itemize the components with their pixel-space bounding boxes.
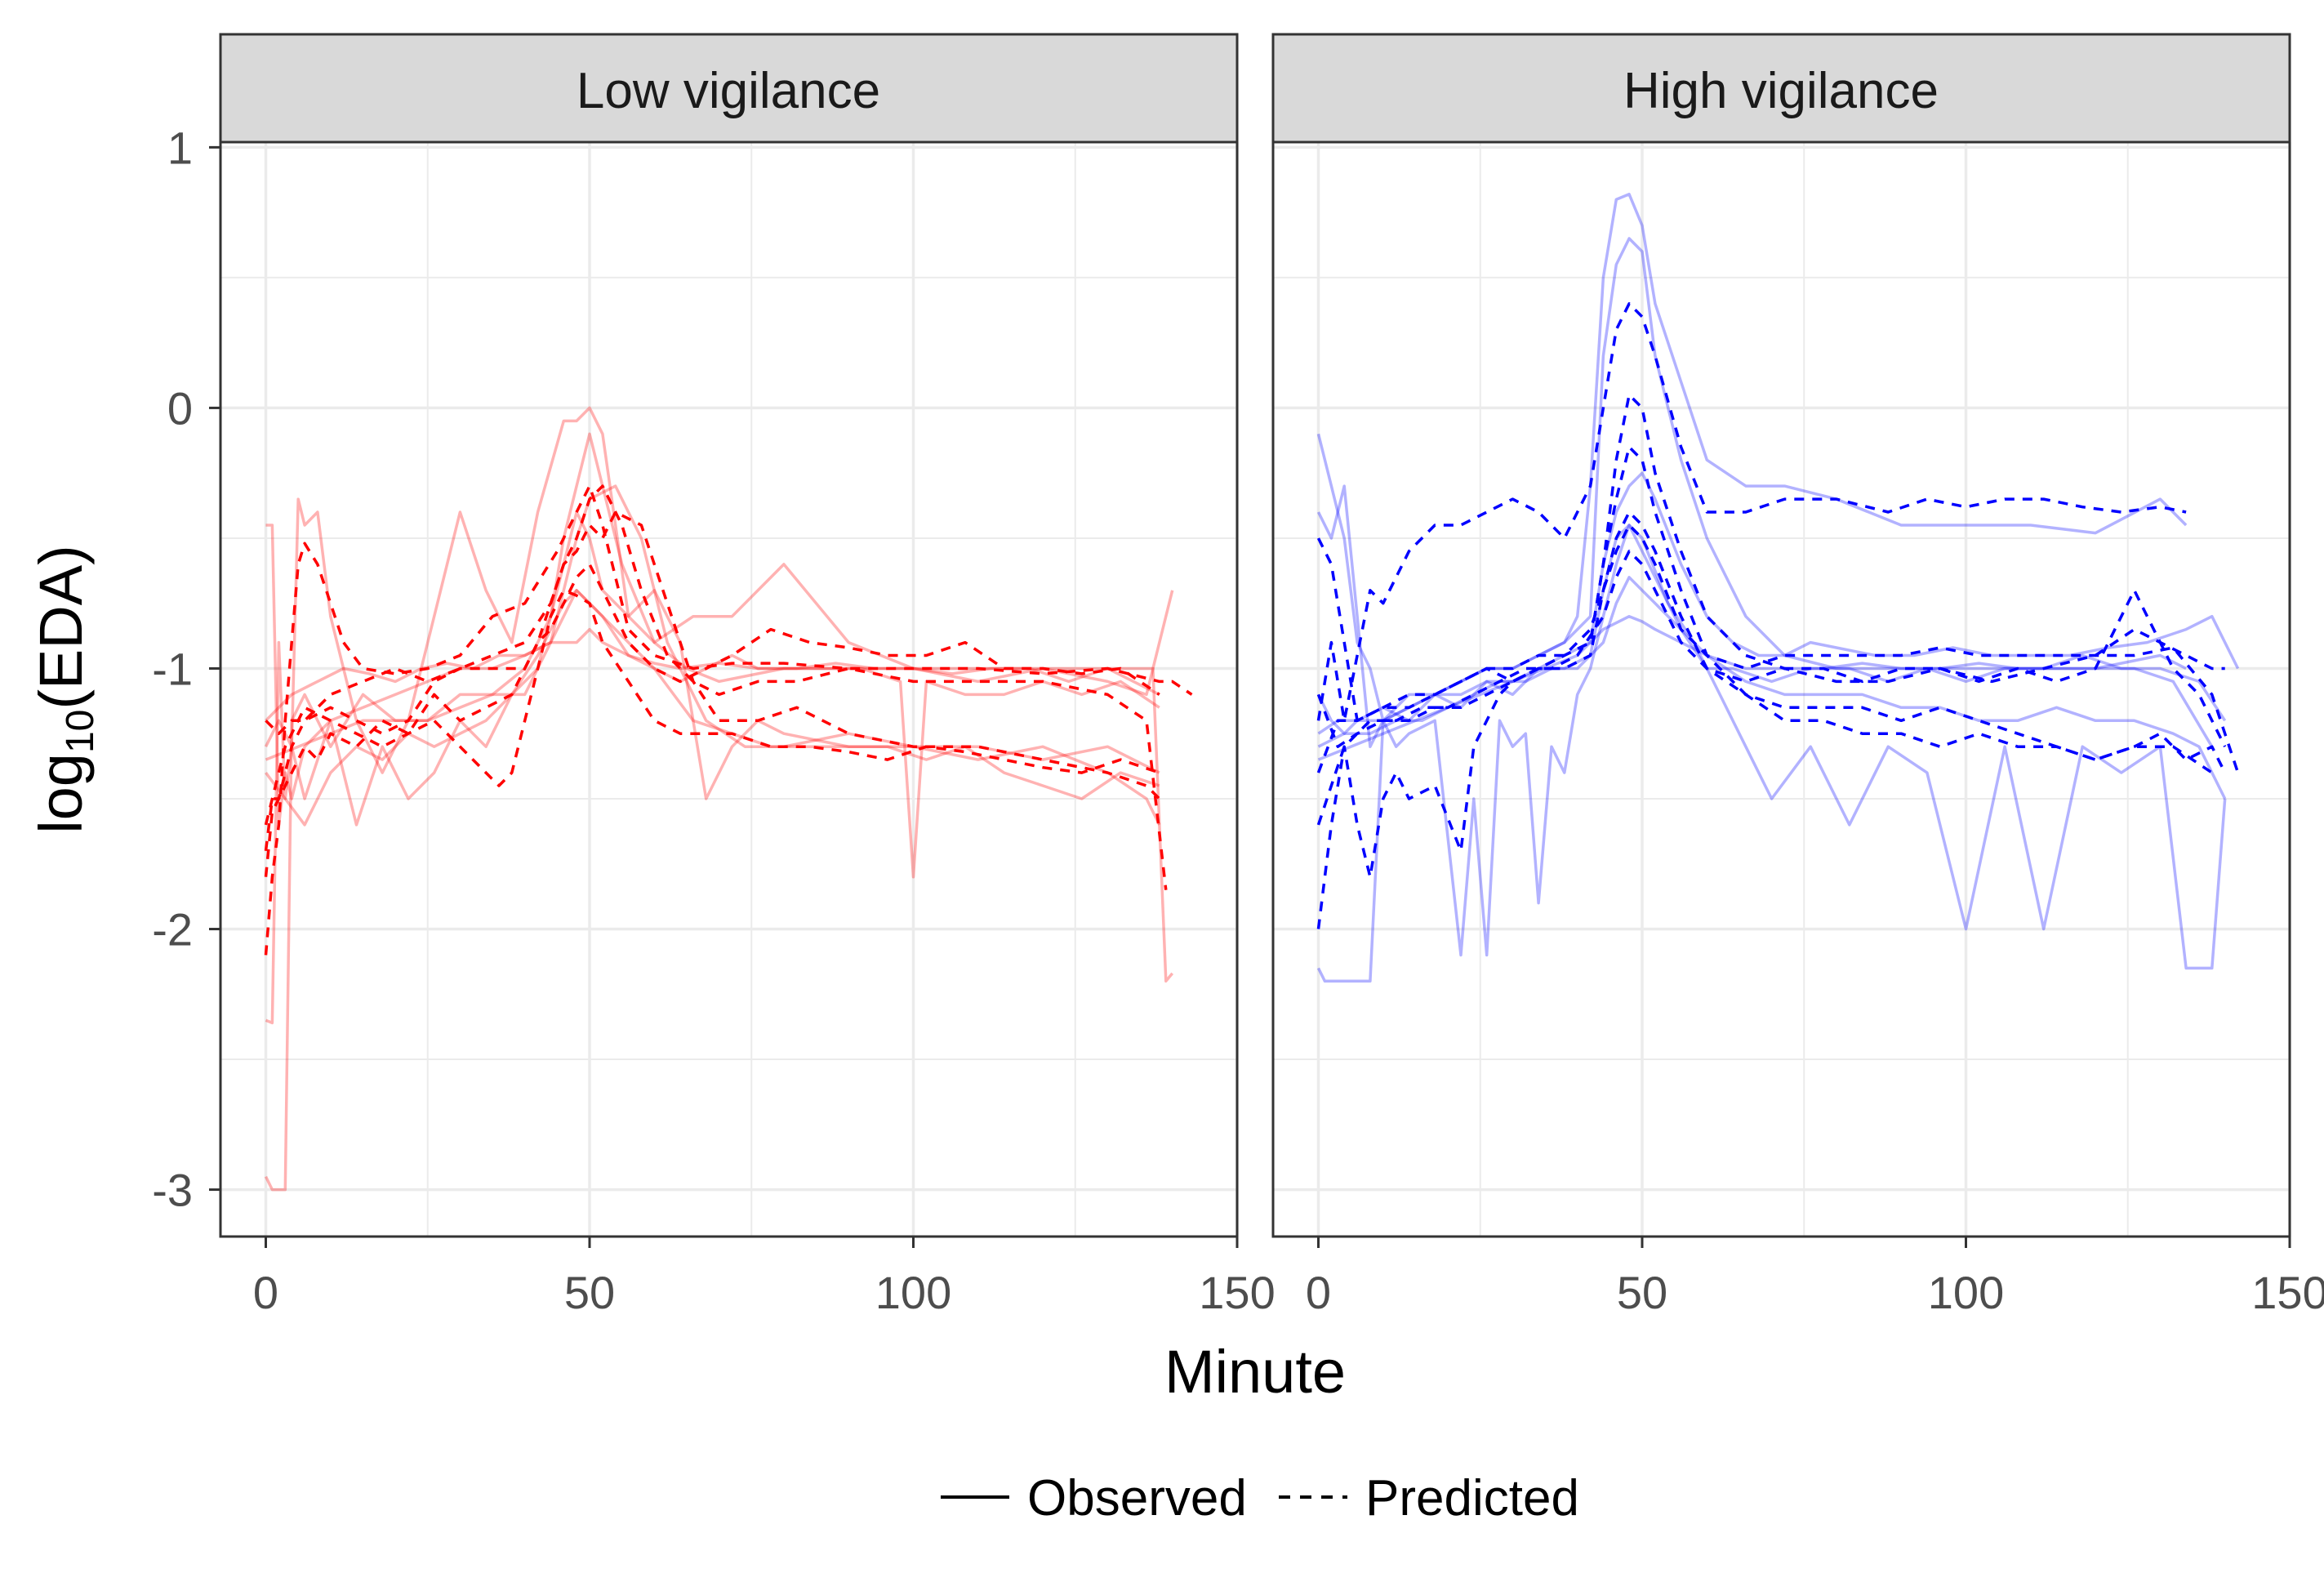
y-axis-title-log: log [27,753,95,834]
observed-line-2 [264,432,1174,1192]
legend: Observed Predicted [941,1470,1579,1526]
x-tick-label: 100 [875,1267,951,1318]
panel-2-x-axis: 0 50 100 150 [1306,1237,2324,1318]
observed-line-7 [1317,614,2214,761]
panel-2-strip [1271,33,2291,144]
predicted-line-5 [264,589,1160,826]
panel-2-title: High vigilance [1623,63,1939,119]
x-tick-label: 150 [2251,1267,2324,1318]
predicted-line-2 [264,484,1168,890]
y-axis-title-subscript: 10 [59,710,102,753]
panel-1-background [220,142,1237,1237]
y-tick-label: -1 [152,643,193,694]
x-tick-label: 50 [564,1267,615,1318]
panel-2-border [1271,140,2291,1238]
observed-line-3 [1316,484,2227,970]
y-axis-title-rest: (EDA) [27,545,95,709]
predicted-line-1 [1316,302,2187,723]
panel-high-vigilance: High vigilance 0 50 100 150 [1271,33,2324,1318]
observed-line-4 [264,510,1160,827]
predicted-line-6 [1316,524,2240,773]
panel-2-predicted-lines [1316,302,2240,929]
panel-2-background [1273,142,2290,1237]
y-tick-label: 1 [167,122,193,173]
y-tick-label: -2 [152,904,193,956]
predicted-line-3 [264,510,1161,877]
x-tick-label: 100 [1928,1267,2004,1318]
legend-predicted-label: Predicted [1365,1470,1579,1526]
x-tick-label: 50 [1617,1267,1667,1318]
panel-1-border [219,140,1239,1238]
predicted-line-1 [264,484,1193,956]
predicted-line-2 [1316,393,2225,929]
y-axis: 1 0 -1 -2 -3 [152,122,220,1216]
legend-observed-label: Observed [1027,1470,1247,1526]
observed-line-5 [265,627,1160,722]
observed-line-5 [1317,524,2227,735]
predicted-line-4 [1316,510,2227,748]
x-axis-title: Minute [1164,1338,1346,1406]
panel-2-grid [1273,142,2291,1237]
panel-1-title: Low vigilance [577,63,880,119]
panel-low-vigilance: Low vigilance 0 50 100 150 [219,33,1276,1318]
x-tick-label: 0 [253,1267,278,1318]
y-axis-title: log10(EDA) [27,545,102,834]
panel-1-x-axis: 0 50 100 150 [253,1237,1276,1318]
panel-1-strip [219,33,1239,144]
x-tick-label: 150 [1199,1267,1275,1318]
predicted-line-5 [1316,550,2213,826]
observed-line-2 [1316,237,2187,983]
x-tick-label: 0 [1306,1267,1331,1318]
y-tick-label: 0 [167,382,193,434]
panel-1-predicted-lines [264,484,1193,956]
y-tick-label: -3 [152,1165,193,1216]
predicted-line-4 [265,563,1160,735]
